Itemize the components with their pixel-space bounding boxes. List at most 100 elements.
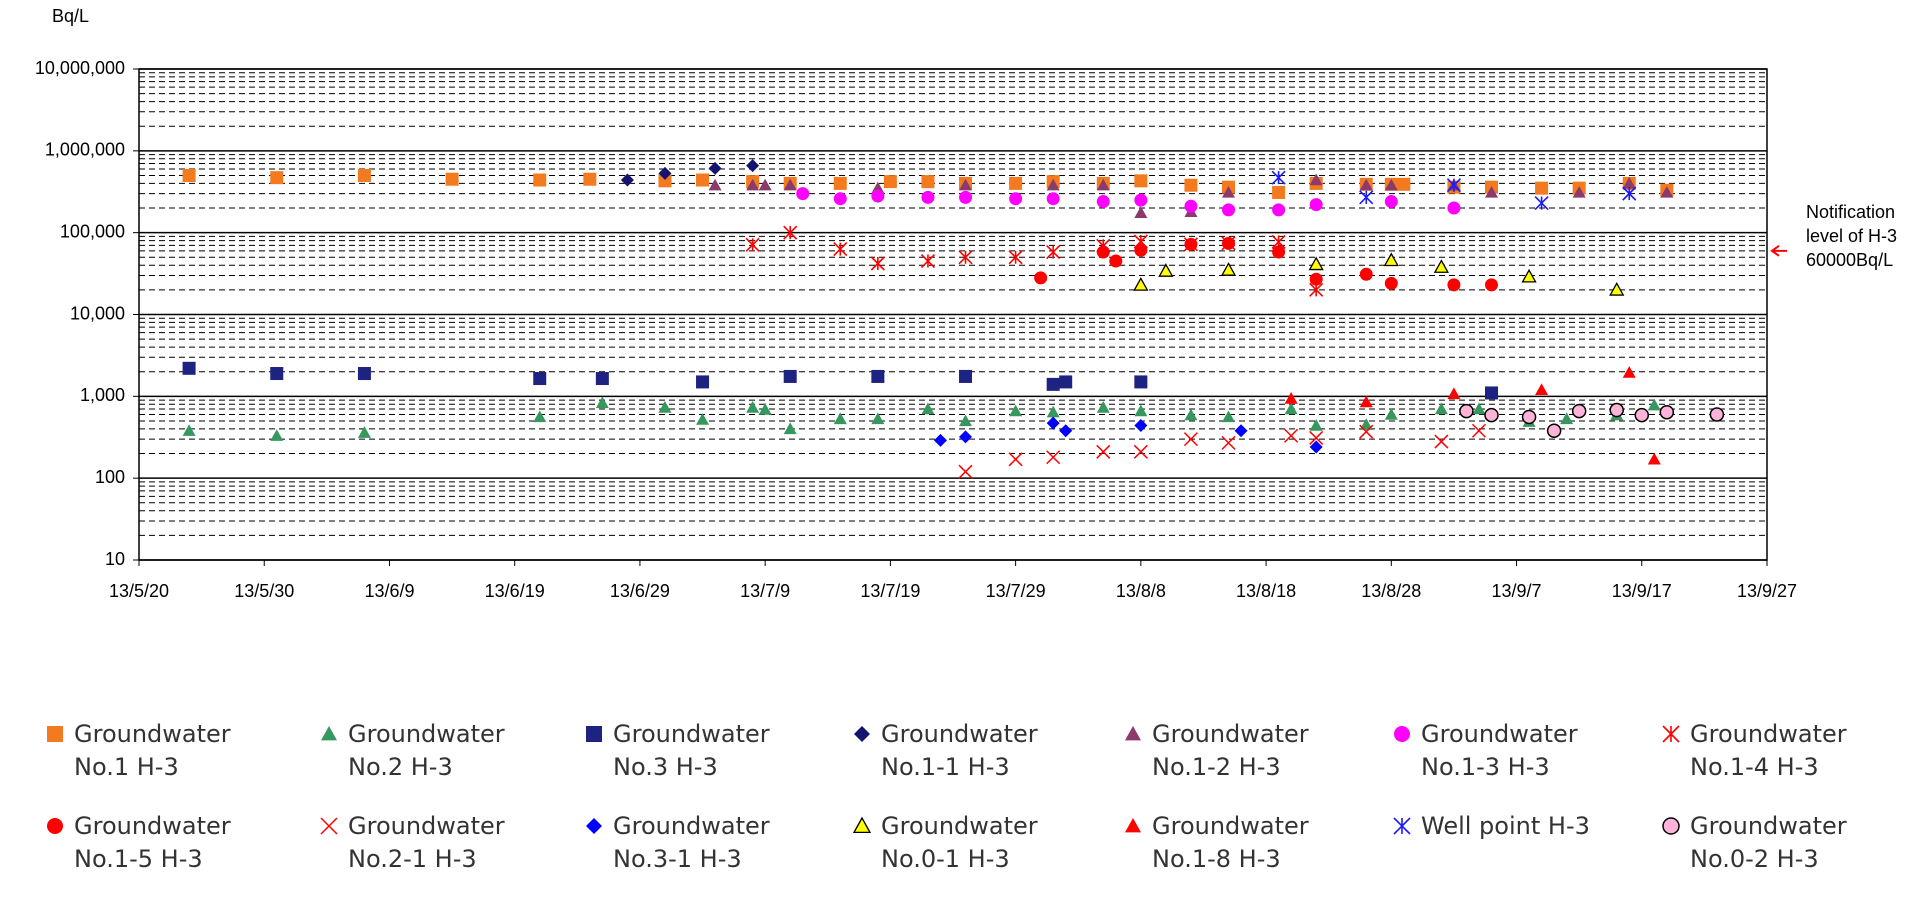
marker [871, 181, 885, 194]
marker [1184, 178, 1198, 192]
marker [1709, 407, 1725, 422]
legend-marker [854, 726, 870, 742]
x-tick-label: 13/6/9 [364, 581, 414, 601]
x-tick-label: 13/8/8 [1116, 581, 1166, 601]
marker [357, 168, 371, 182]
x-tick-label: 13/7/19 [860, 581, 920, 601]
marker [1009, 404, 1023, 417]
marker [1622, 366, 1636, 378]
marker [658, 166, 672, 180]
marker [321, 726, 337, 741]
marker [1359, 190, 1374, 205]
marker [1034, 271, 1048, 285]
marker [1571, 403, 1587, 419]
marker [1447, 387, 1461, 400]
marker [1046, 450, 1061, 465]
marker [696, 173, 710, 187]
x-tick-label: 13/9/17 [1612, 581, 1672, 601]
legend-item: Groundwater No.3 H-3 [583, 718, 818, 784]
marker [1059, 424, 1073, 438]
marker [1384, 178, 1398, 191]
marker [1609, 282, 1625, 296]
marker [320, 817, 338, 835]
marker [533, 410, 547, 423]
legend-label: Groundwater No.1-4 H-3 [1690, 720, 1847, 781]
marker [1534, 195, 1549, 211]
marker [1134, 243, 1148, 257]
marker [1434, 402, 1448, 415]
marker [745, 237, 760, 252]
marker [1446, 178, 1461, 193]
legend-marker [586, 726, 602, 742]
marker [1184, 199, 1198, 213]
marker [270, 171, 284, 185]
legend-item: Groundwater No.1-1 H-3 [851, 718, 1086, 784]
legend-label: Groundwater No.0-1 H-3 [881, 812, 1038, 873]
marker [1472, 402, 1486, 415]
marker [1133, 444, 1148, 459]
marker [1459, 403, 1474, 419]
marker [182, 361, 196, 375]
marker [933, 433, 947, 447]
marker [1271, 170, 1286, 185]
marker [1134, 404, 1148, 417]
x-tick-label: 13/8/28 [1361, 581, 1421, 601]
marker [852, 816, 872, 834]
y-tick-label: 100,000 [60, 221, 125, 241]
legend-marker [320, 817, 338, 835]
marker [870, 256, 885, 271]
legend-label: Groundwater No.3 H-3 [613, 720, 770, 781]
legend-item: Well point H-3 [1391, 810, 1626, 843]
legend-marker [1125, 818, 1141, 833]
marker [921, 175, 935, 189]
marker [658, 401, 672, 413]
marker [871, 412, 885, 425]
legend-marker [1662, 817, 1680, 835]
marker [1521, 268, 1537, 283]
marker [1134, 206, 1148, 218]
legend-marker [586, 818, 602, 834]
marker [1484, 386, 1498, 400]
marker [783, 369, 797, 383]
y-tick-label: 100 [95, 467, 125, 487]
x-tick-label: 13/6/19 [485, 581, 545, 601]
marker [1222, 185, 1236, 198]
legend-item: Groundwater No.1-5 H-3 [44, 810, 279, 876]
marker [1484, 278, 1498, 292]
marker [959, 414, 973, 427]
marker [357, 426, 371, 438]
marker [1308, 256, 1324, 271]
marker [1660, 185, 1674, 198]
marker [1359, 424, 1374, 439]
legend-label: Groundwater No.1 H-3 [74, 720, 231, 781]
marker [1009, 192, 1023, 206]
marker [920, 253, 936, 269]
marker [1234, 424, 1248, 438]
marker [533, 173, 547, 187]
marker [958, 464, 973, 479]
marker [854, 726, 870, 742]
marker [696, 413, 710, 425]
marker [1046, 377, 1060, 391]
legend-item: Groundwater No.2 H-3 [318, 718, 553, 784]
marker [595, 396, 609, 409]
marker [1109, 254, 1123, 268]
marker [1359, 395, 1373, 408]
marker [883, 175, 897, 189]
marker [586, 726, 602, 742]
legend-marker [852, 816, 872, 834]
marker [746, 159, 760, 173]
marker [1059, 375, 1073, 389]
marker [1384, 407, 1398, 420]
legend-item: Groundwater No.1-2 H-3 [1122, 718, 1357, 784]
legend-marker [1125, 726, 1141, 741]
marker [1309, 419, 1323, 431]
marker [783, 422, 797, 435]
marker [1397, 177, 1411, 191]
marker [758, 403, 772, 415]
legend-marker [1662, 725, 1680, 743]
marker [696, 375, 710, 389]
marker [1096, 401, 1110, 413]
marker [1572, 185, 1586, 198]
